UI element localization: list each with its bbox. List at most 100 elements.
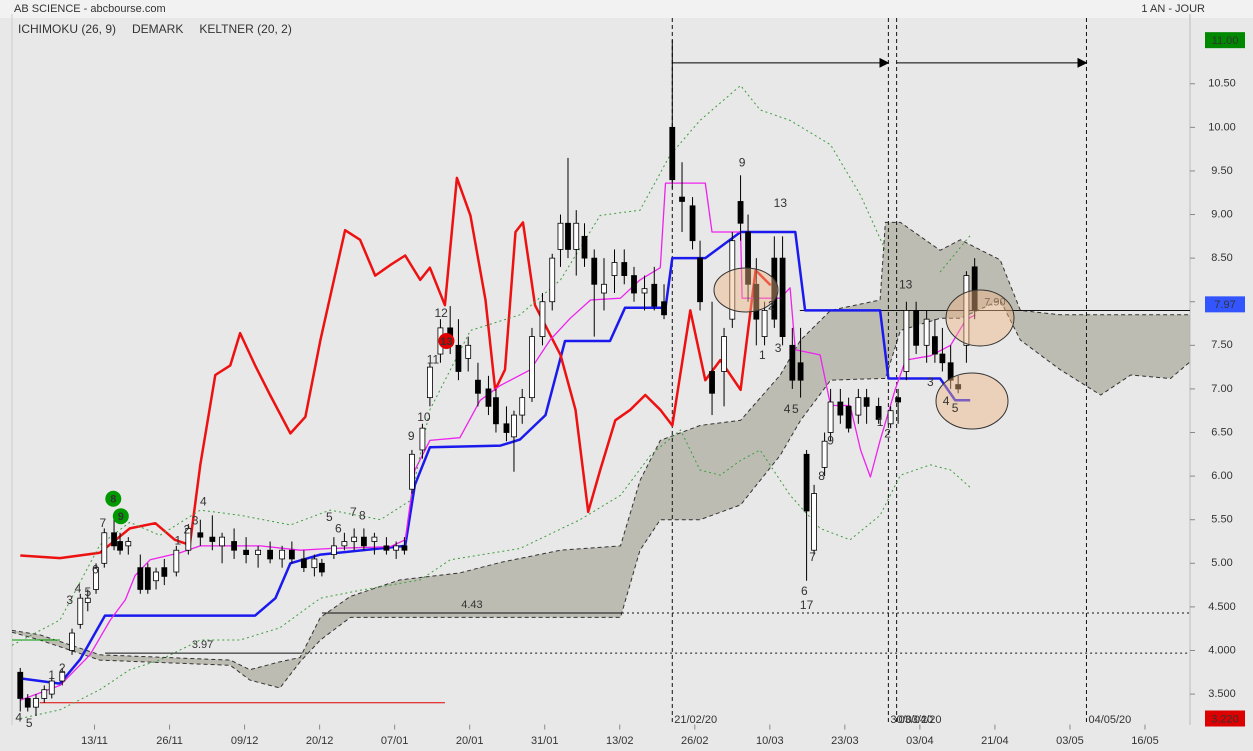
candle-body <box>185 528 192 551</box>
highlight-ellipse <box>945 289 1015 347</box>
candle-body <box>611 262 618 276</box>
candle-body <box>475 379 481 394</box>
y-tick-label: 10.00 <box>1208 121 1236 133</box>
price-marker-label: 11.00 <box>1212 35 1239 47</box>
count-label: 6 <box>335 521 342 535</box>
candle-body <box>689 205 696 242</box>
candle-body <box>419 427 426 451</box>
count-label: 3 <box>66 593 73 607</box>
x-tick-label: 10/03 <box>756 735 784 747</box>
candle-body <box>153 571 159 582</box>
candle-body <box>737 201 744 224</box>
y-tick-label: 7.00 <box>1211 383 1232 395</box>
candle-body <box>837 401 844 416</box>
count-badge <box>112 508 129 525</box>
candle-body <box>173 549 180 573</box>
candle-body <box>519 397 526 416</box>
candle-body <box>745 231 751 285</box>
candle-body <box>59 671 66 682</box>
candle-body <box>797 362 804 381</box>
count-label: 4 <box>75 582 82 596</box>
candle-body <box>709 371 715 394</box>
candle-body <box>679 196 685 202</box>
x-tick-label: 31/01 <box>531 735 559 747</box>
count-label: 1 <box>174 534 181 548</box>
candle-body <box>279 549 286 560</box>
count-label: 9 <box>739 155 746 169</box>
candle-body <box>779 257 786 338</box>
indicator-line <box>20 230 971 685</box>
candle-body <box>197 532 204 538</box>
candle-body <box>729 240 736 320</box>
candle-body <box>697 257 703 303</box>
candle-body <box>393 545 400 551</box>
cloud-layer <box>12 221 1190 689</box>
y-tick-label: 4.000 <box>1208 644 1236 656</box>
event-label: 30/03/20 <box>890 714 933 726</box>
count-label: 4 <box>784 402 791 416</box>
candle-body <box>341 541 348 547</box>
cloud-edge <box>12 221 1190 671</box>
event-label: 21/02/20 <box>674 714 717 726</box>
candle-body <box>209 536 216 542</box>
price-marker <box>1205 710 1245 727</box>
candle-body <box>409 453 415 490</box>
candle-body <box>789 344 796 381</box>
y-tick-label: 9.50 <box>1211 165 1232 177</box>
candle-body <box>761 310 768 338</box>
count-label: 10 <box>417 410 431 424</box>
candle-body <box>821 440 828 468</box>
candle-body <box>318 562 325 573</box>
candle-body <box>330 545 337 555</box>
count-label: 1 <box>759 348 766 362</box>
candle-body <box>219 536 225 547</box>
candle-body <box>511 414 517 438</box>
y-tick-label: 8.50 <box>1211 252 1232 264</box>
candle-body <box>971 266 978 311</box>
count-label: 7 <box>350 505 357 519</box>
count-label: 13 <box>440 336 452 348</box>
header-period: 1 AN - JOUR <box>1141 3 1205 15</box>
candle-body <box>845 405 852 429</box>
candle-body <box>125 541 132 547</box>
count-label: 2 <box>884 426 891 440</box>
candle-body <box>41 689 48 699</box>
level-label: 4.43 <box>461 599 482 611</box>
count-label: 3 <box>775 341 782 355</box>
candle-body <box>931 336 938 355</box>
candle-body <box>24 698 31 708</box>
x-tick-label: 21/04 <box>981 735 1009 747</box>
candle-body <box>288 549 295 560</box>
count-label: 13 <box>774 196 788 210</box>
candle-body <box>255 549 262 555</box>
candle-body <box>565 222 571 250</box>
candle-body <box>383 545 390 551</box>
y-tick-label: 4.500 <box>1208 601 1236 613</box>
candle-body <box>591 257 598 285</box>
candle-body <box>485 388 492 407</box>
level-label: 3.97 <box>192 639 213 651</box>
y-tick-label: 6.00 <box>1211 470 1232 482</box>
candle-body <box>231 541 237 551</box>
candle-body <box>360 536 367 547</box>
x-tick-label: 16/05 <box>1131 735 1159 747</box>
ichimoku-cloud <box>12 222 1190 688</box>
candles-layer <box>17 40 978 716</box>
count-label: 1 <box>877 415 884 429</box>
count-label: 8 <box>110 494 116 506</box>
x-tick-label: 26/02 <box>681 735 709 747</box>
axes-layer: 3.500 4.000 4.500 5.00 5.50 6.00 6.50 7.00 7.50 8… <box>81 32 1245 747</box>
count-label: 12 <box>435 306 449 320</box>
x-tick-label: 09/12 <box>231 735 259 747</box>
candle-body <box>311 558 318 569</box>
count-label: 11 <box>427 352 440 366</box>
candle-body <box>963 275 970 346</box>
candle-body <box>101 532 108 564</box>
candle-body <box>371 536 378 542</box>
candle-body <box>771 257 778 320</box>
count-label: 9 <box>827 433 834 447</box>
count-label: 3 <box>927 375 934 389</box>
x-tick-label: 20/12 <box>306 735 334 747</box>
candle-body <box>549 257 556 303</box>
candle-body <box>493 397 499 425</box>
